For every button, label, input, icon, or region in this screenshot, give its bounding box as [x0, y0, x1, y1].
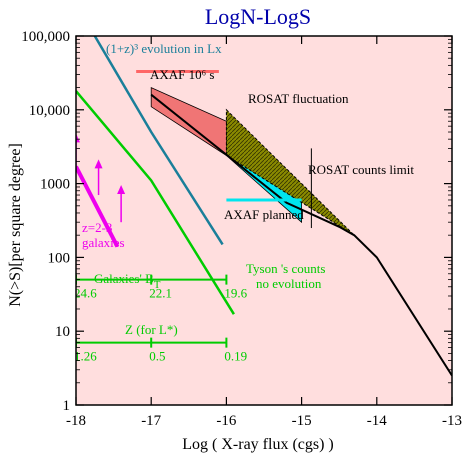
scale-bar-tick-label: 22.1	[149, 286, 172, 301]
y-tick-label: 1	[63, 398, 71, 414]
y-tick-label: 100	[48, 250, 71, 266]
x-tick-label: -13	[442, 413, 462, 429]
z23-arrow-head	[117, 184, 126, 194]
y-tick-label: 10,000	[29, 103, 70, 119]
axaf-planned-label: AXAF planned	[224, 207, 304, 222]
tyson-label-line2: no evolution	[256, 276, 322, 291]
y-tick-label: 1000	[40, 177, 70, 193]
rosat-fluctuation-label: ROSAT fluctuation	[248, 91, 349, 106]
plot-clip-group: 24.6 22.1 19.6 1.26 0.5 0.19	[74, 36, 452, 377]
x-tick-label: -15	[292, 413, 312, 429]
x-tick-label: -17	[141, 413, 161, 429]
z-for-label: Z (for L*)	[125, 322, 178, 337]
scale-bar-tick-label: 19.6	[224, 286, 247, 301]
evolution-line	[93, 36, 224, 246]
z23-arrow-head	[94, 159, 103, 169]
y-tick-label: 10	[55, 324, 70, 340]
tyson-line	[76, 90, 235, 315]
scale-bar-tick-label: 24.6	[74, 286, 97, 301]
scale-bar-tick-label: 1.26	[74, 349, 97, 364]
z23-line	[76, 165, 120, 248]
z23-label-line2: galaxies	[82, 235, 125, 250]
x-tick-label: -16	[216, 413, 236, 429]
rosat-fluctuation-band	[225, 108, 355, 236]
plot-frame	[75, 35, 453, 406]
observed-counts-line	[150, 93, 452, 377]
x-tick-label: -18	[66, 413, 86, 429]
chart-title: LogN-LogS	[205, 4, 311, 29]
y-axis-label: N(>S)[per square degree]	[7, 143, 24, 307]
axaf-label: AXAF 10⁶ s	[150, 67, 215, 82]
z23-arrow-head	[76, 133, 80, 143]
z23-label-line1: z=2-3	[82, 220, 112, 235]
rosat-limit-label: ROSAT counts limit	[308, 162, 414, 177]
x-axis-label: Log ( X-ray flux (cgs) )	[182, 436, 334, 453]
evolution-label: (1+z)³ evolution in Lx	[106, 41, 222, 56]
scale-bar-tick-label: 0.5	[149, 349, 165, 364]
x-tick-label: -14	[367, 413, 387, 429]
scale-bar-tick-label: 0.19	[224, 349, 247, 364]
y-tick-label: 100,000	[21, 29, 70, 45]
tyson-label-line1: Tyson 's counts	[246, 261, 325, 276]
